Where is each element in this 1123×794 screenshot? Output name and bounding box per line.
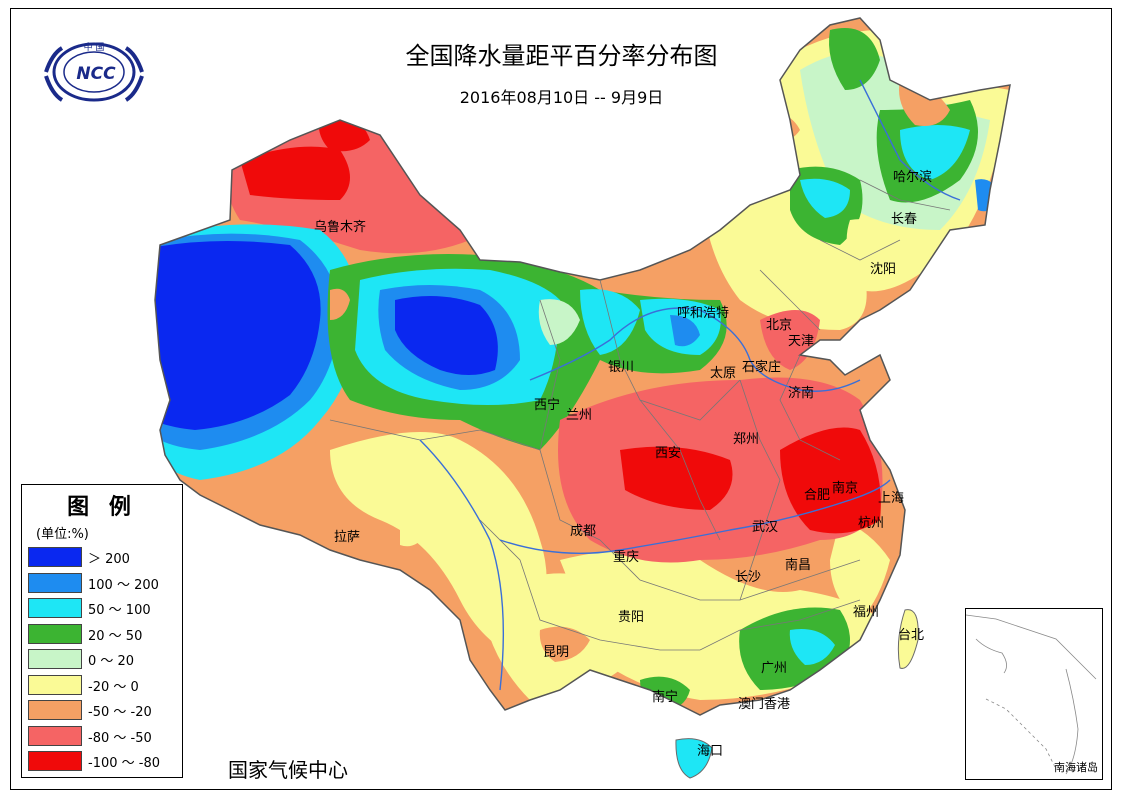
legend-label: ＞ 200 <box>88 552 130 567</box>
legend-row: 0 ～ 20 <box>28 649 178 669</box>
legend-row: ＞ 200 <box>28 547 178 567</box>
city-label: 重庆 <box>613 550 640 565</box>
city-label: 沈阳 <box>870 262 897 277</box>
legend-label: -50 ～ -20 <box>88 705 152 720</box>
south-china-sea-inset: 南海诸岛 <box>965 608 1103 780</box>
inset-map <box>965 614 1097 775</box>
legend-row: 50 ～ 100 <box>28 598 178 618</box>
city-label: 昆明 <box>543 645 570 660</box>
city-label: 台北 <box>898 628 925 643</box>
city-label: 武汉 <box>752 520 779 535</box>
logo-acronym: NCC <box>76 64 116 84</box>
inset-label: 南海诸岛 <box>1054 761 1098 774</box>
city-label: 长春 <box>891 212 918 227</box>
city-label: 成都 <box>570 524 597 539</box>
legend-swatch <box>28 547 82 567</box>
city-label: 杭州 <box>858 516 885 531</box>
legend: 图 例 (单位:%) ＞ 200 100 ～ 200 50 ～ 100 20 ～ 50… <box>21 484 183 778</box>
city-label: 郑州 <box>733 432 760 447</box>
city-label: 贵阳 <box>618 610 645 625</box>
city-label: 拉萨 <box>334 530 361 545</box>
city-label: 海口 <box>697 744 724 759</box>
city-label: 福州 <box>853 605 880 620</box>
ncc-logo: 中 国 NCC <box>38 36 150 106</box>
legend-label: -80 ～ -50 <box>88 730 152 746</box>
legend-swatch <box>28 598 82 618</box>
legend-swatch <box>28 649 82 669</box>
city-label: 广州 <box>761 661 788 676</box>
legend-row: -50 ～ -20 <box>28 700 178 720</box>
legend-swatch <box>28 623 82 644</box>
legend-label: -100 ～ -80 <box>88 756 161 771</box>
city-label: 乌鲁木齐 <box>314 220 367 235</box>
legend-row: -100 ～ -80 <box>28 751 178 771</box>
legend-label: 0 ～ 20 <box>88 654 135 669</box>
legend-row: -80 ～ -50 <box>28 725 178 746</box>
legend-swatch <box>28 674 82 695</box>
city-label: 香港 <box>764 697 791 712</box>
city-label: 西宁 <box>534 398 561 413</box>
city-label: 哈尔滨 <box>893 170 933 185</box>
city-label: 石家庄 <box>742 360 782 375</box>
legend-row: 20 ～ 50 <box>28 623 178 644</box>
legend-swatch <box>28 572 82 593</box>
logo-top-text: 中 国 <box>84 41 105 53</box>
legend-unit: (单位:%) <box>36 527 89 542</box>
legend-row: -20 ～ 0 <box>28 674 178 695</box>
city-label: 西安 <box>655 446 682 461</box>
legend-row: 100 ～ 200 <box>28 572 178 593</box>
map-title: 全国降水量距平百分率分布图 <box>405 42 718 70</box>
city-label: 澳门 <box>738 697 765 712</box>
ncc-emblem: 中 国 NCC <box>44 41 144 102</box>
center-name: 国家气候中心 <box>228 758 348 782</box>
city-label: 兰州 <box>566 408 593 423</box>
city-label: 合肥 <box>804 488 831 503</box>
legend-swatch <box>28 700 82 720</box>
legend-swatch <box>28 725 82 746</box>
legend-label: 20 ～ 50 <box>88 628 143 644</box>
legend-swatch <box>28 751 82 771</box>
city-label: 北京 <box>766 318 793 333</box>
legend-title: 图 例 <box>67 495 137 520</box>
city-label: 呼和浩特 <box>677 306 730 321</box>
city-label: 太原 <box>710 366 737 381</box>
city-label: 天津 <box>788 334 815 349</box>
legend-label: -20 ～ 0 <box>88 679 139 695</box>
legend-label: 100 ～ 200 <box>88 577 159 593</box>
legend-label: 50 ～ 100 <box>88 603 151 618</box>
city-label: 南昌 <box>785 558 812 573</box>
city-label: 上海 <box>878 491 905 506</box>
map-subtitle: 2016年08月10日 -- 9月9日 <box>459 88 664 107</box>
city-label: 南京 <box>832 481 859 496</box>
city-label: 银川 <box>608 360 635 375</box>
city-label: 济南 <box>788 386 815 401</box>
city-label: 长沙 <box>735 570 762 585</box>
city-label: 南宁 <box>652 690 679 705</box>
